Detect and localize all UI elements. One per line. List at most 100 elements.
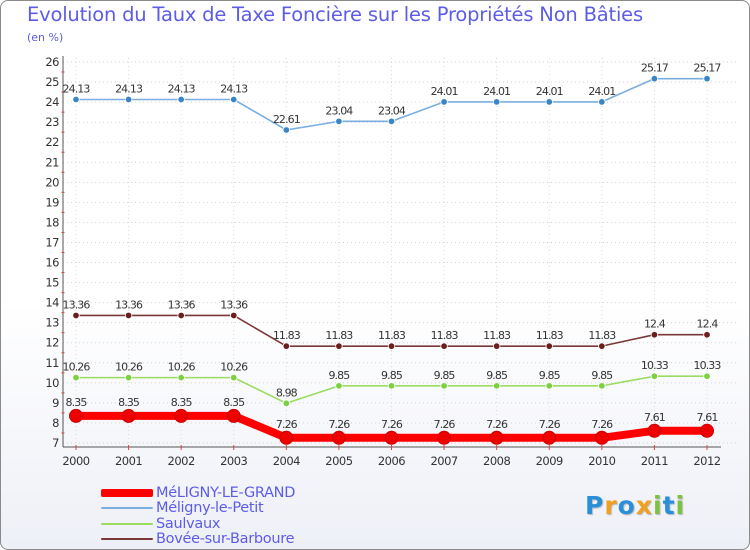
data-label: 8.98 (276, 386, 298, 399)
x-tick-label: 2003 (220, 454, 247, 468)
x-tick-label: 2012 (693, 454, 720, 468)
data-point (598, 342, 606, 350)
data-point (72, 95, 80, 104)
data-label: 10.26 (168, 361, 196, 374)
data-label: 13.36 (168, 298, 196, 311)
data-label: 11.83 (273, 329, 301, 342)
y-tick-label: 17 (45, 235, 59, 249)
data-label: 23.04 (378, 104, 406, 117)
data-point (282, 126, 291, 134)
legend-swatch (101, 522, 153, 525)
y-tick-label: 7 (52, 436, 59, 450)
data-point (335, 382, 343, 390)
data-point (545, 342, 553, 350)
logo-letter: o (617, 491, 636, 520)
data-label: 7.61 (644, 411, 665, 424)
data-label: 11.83 (325, 329, 353, 342)
legend-item: MéLIGNY-LE-GRAND (101, 485, 295, 501)
data-point (335, 342, 343, 350)
legend-item: Méligny-le-Petit (101, 500, 295, 516)
x-tick-label: 2004 (273, 454, 300, 468)
data-point (174, 408, 189, 423)
logo-letter: i (675, 491, 686, 520)
x-tick-label: 2011 (641, 454, 668, 468)
legend-item: Bovée-sur-Barboure (101, 531, 295, 547)
y-tick-label: 22 (45, 135, 59, 149)
data-label: 10.26 (220, 361, 248, 374)
y-tick-label: 26 (45, 55, 59, 69)
data-label: 10.33 (641, 359, 669, 372)
data-label: 9.85 (591, 369, 613, 382)
data-label: 24.01 (483, 85, 510, 98)
chart-legend: MéLIGNY-LE-GRAND Méligny-le-Petit Saulvaux… (101, 485, 295, 547)
data-label: 7.61 (697, 411, 718, 424)
y-tick-label: 12 (45, 336, 59, 350)
data-point (124, 373, 133, 382)
data-label: 9.85 (539, 369, 561, 382)
data-point (700, 423, 714, 438)
data-label: 10.33 (694, 359, 722, 372)
data-point (594, 430, 609, 445)
data-label: 13.36 (220, 298, 248, 311)
y-tick-label: 21 (45, 155, 59, 169)
data-point (598, 382, 606, 390)
data-point (121, 408, 136, 423)
x-tick-label: 2002 (168, 454, 195, 468)
data-label: 10.26 (115, 361, 143, 374)
data-label: 11.83 (536, 329, 564, 342)
data-label: 24.13 (168, 82, 196, 95)
x-tick-label: 2009 (536, 454, 563, 468)
data-point (703, 74, 711, 83)
x-tick-label: 2010 (588, 454, 615, 468)
y-tick-label: 24 (45, 95, 59, 109)
x-tick-label: 2001 (115, 454, 142, 468)
data-point (282, 342, 291, 350)
legend-swatch (101, 488, 153, 497)
logo-letter: r (604, 491, 618, 520)
data-point (650, 74, 659, 83)
data-point (440, 98, 448, 106)
logo-letter: i (653, 491, 663, 520)
data-point (492, 382, 501, 390)
chart-title: Evolution du Taux de Taxe Foncière sur l… (27, 3, 643, 26)
data-point (492, 98, 501, 106)
data-point (440, 342, 448, 350)
y-tick-label: 20 (45, 175, 59, 189)
data-label: 7.26 (328, 418, 350, 431)
data-point (545, 98, 553, 106)
y-tick-label: 10 (45, 376, 59, 390)
data-label: 11.83 (588, 329, 616, 342)
data-point (489, 430, 504, 445)
chart-subtitle: (en %) (27, 31, 64, 44)
y-tick-label: 11 (45, 356, 59, 370)
logo-letter: t (662, 491, 676, 520)
data-label: 9.85 (381, 369, 403, 382)
x-tick-label: 2000 (62, 454, 89, 468)
legend-swatch (101, 538, 153, 541)
data-point (440, 382, 448, 390)
data-point (384, 430, 399, 445)
data-label: 13.36 (63, 298, 91, 311)
data-point (703, 331, 711, 339)
data-label: 24.13 (220, 82, 248, 95)
data-label: 8.35 (66, 396, 88, 409)
data-label: 7.26 (276, 418, 298, 431)
data-point (650, 372, 659, 380)
y-tick-label: 15 (45, 276, 59, 290)
data-label: 13.36 (115, 298, 143, 311)
logo-letter: x (635, 491, 653, 520)
data-label: 22.61 (273, 113, 300, 126)
y-tick-label: 8 (52, 416, 59, 430)
data-point (598, 98, 606, 106)
data-point (72, 311, 80, 320)
data-point (387, 117, 396, 126)
data-label: 24.01 (536, 85, 563, 98)
data-label: 7.26 (486, 418, 508, 431)
data-point (331, 430, 346, 445)
data-label: 25.17 (694, 62, 722, 75)
data-label: 11.83 (483, 329, 511, 342)
data-label: 11.83 (431, 329, 459, 342)
data-point (226, 408, 241, 423)
